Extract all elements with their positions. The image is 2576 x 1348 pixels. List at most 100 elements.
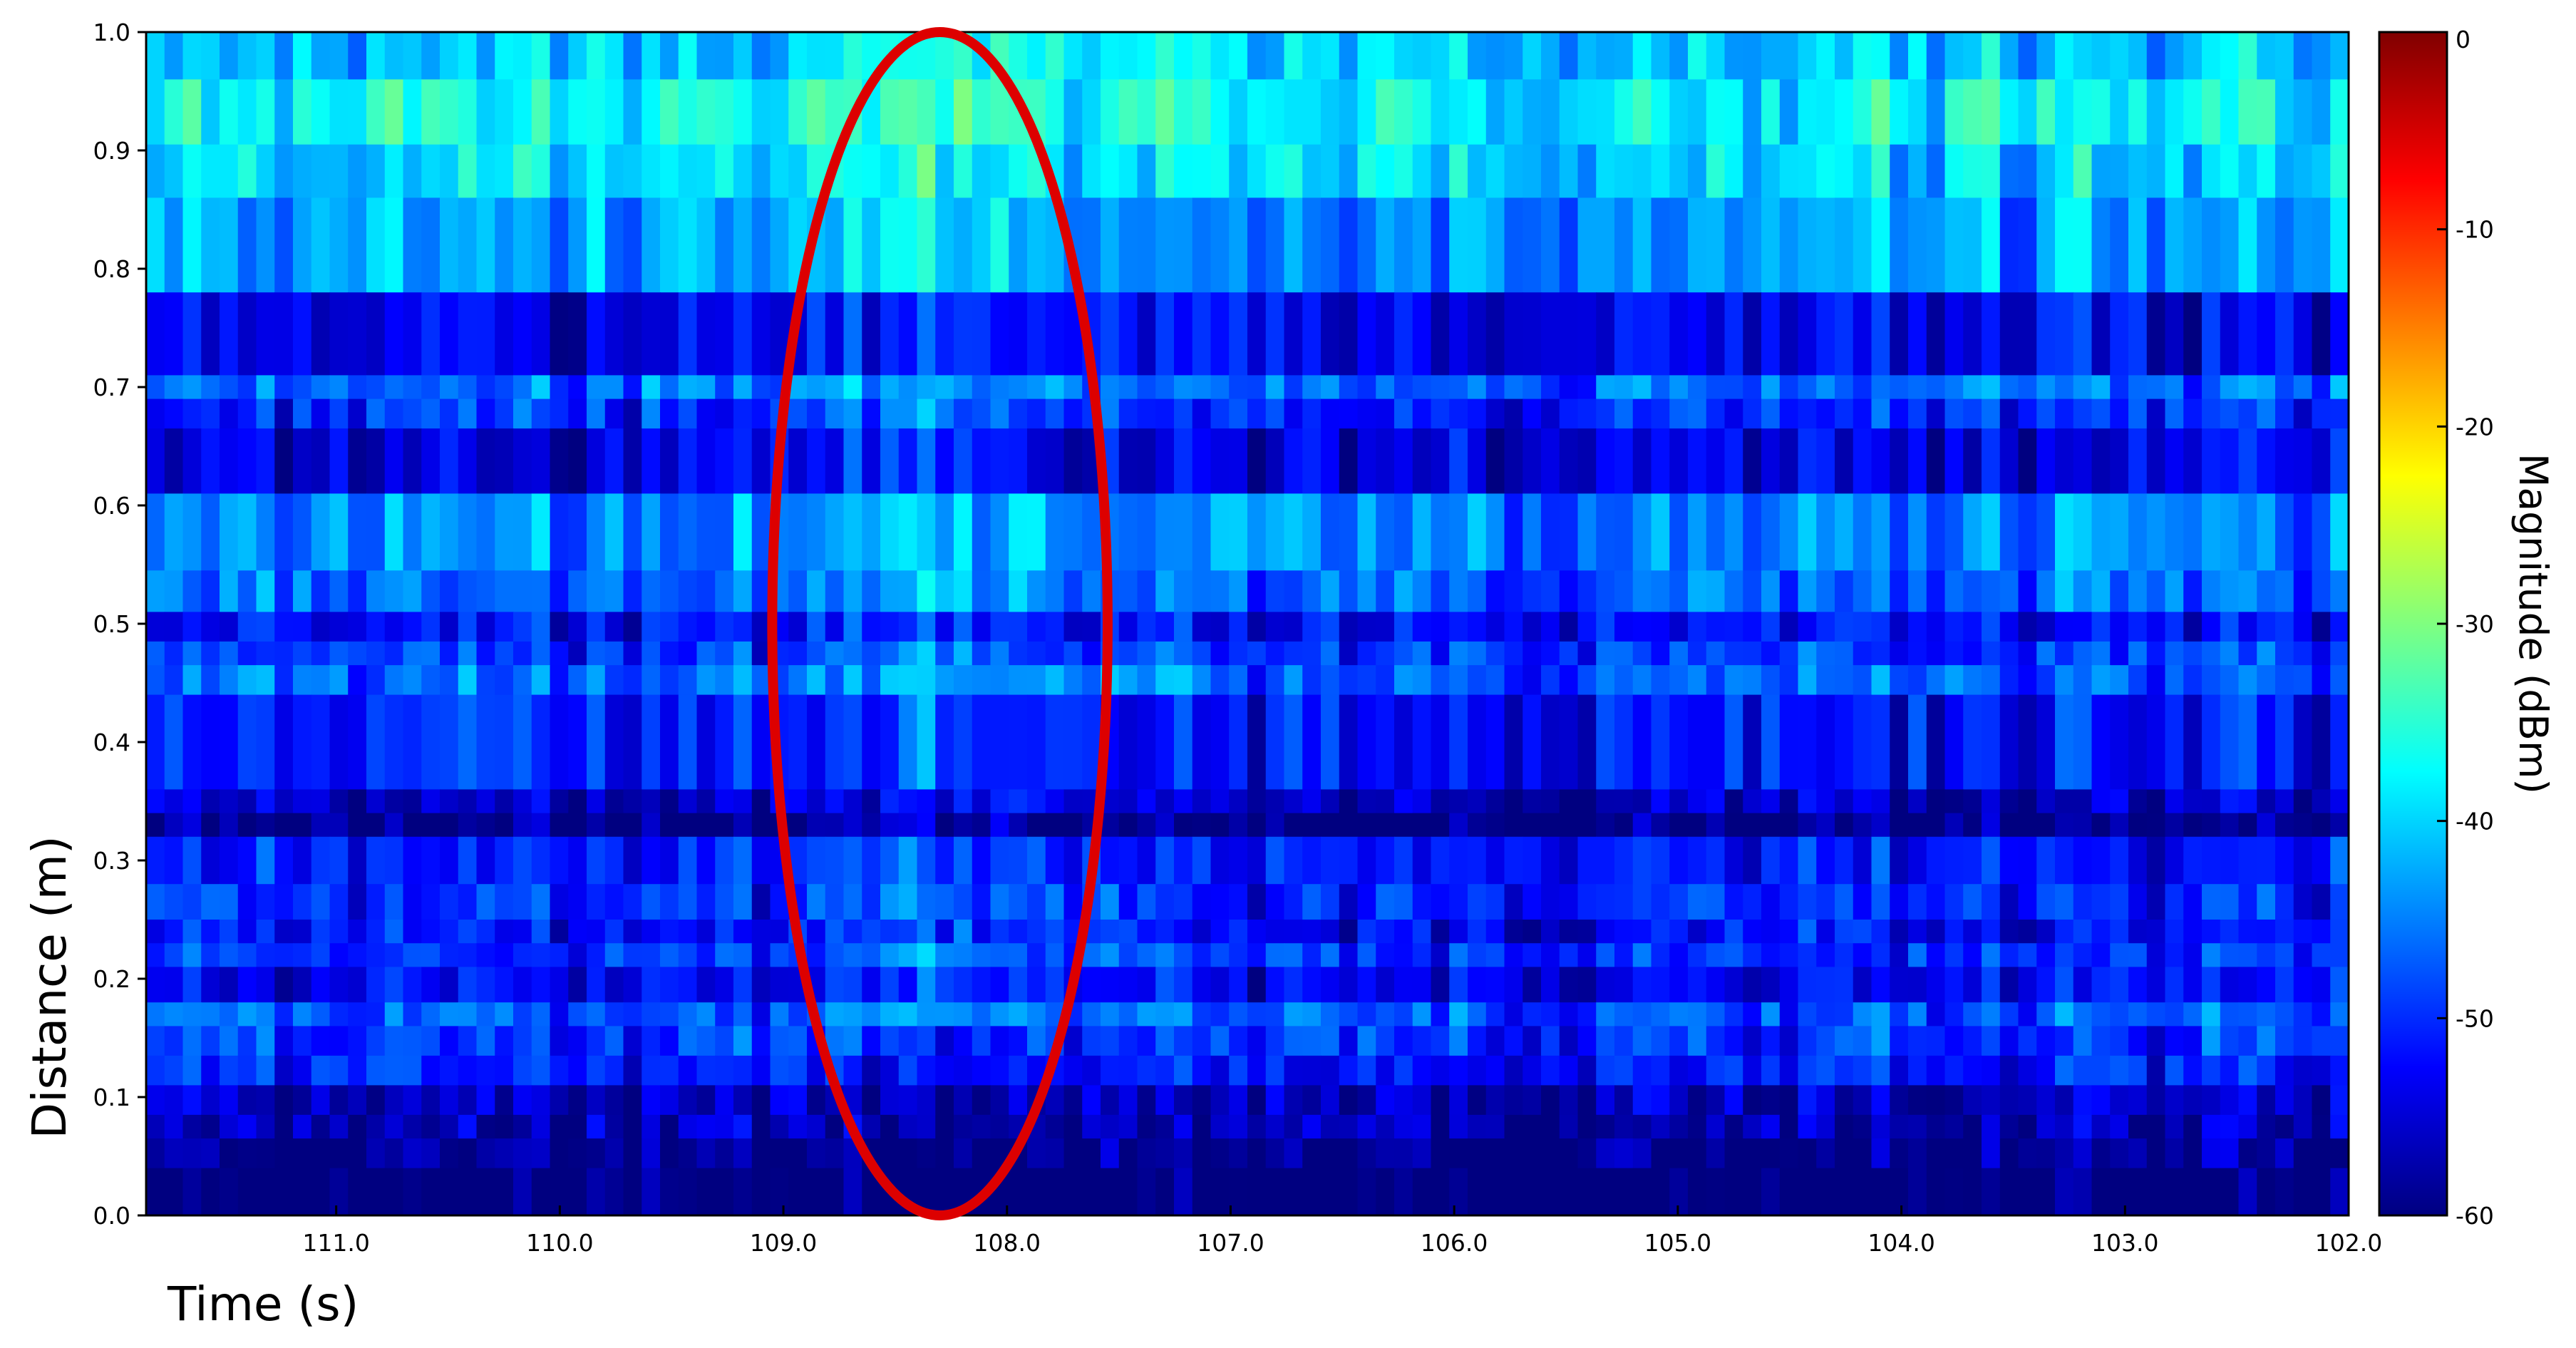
heatmap-cell (2036, 79, 2056, 145)
heatmap-cell (623, 1085, 643, 1116)
heatmap-cell (1284, 836, 1304, 885)
heatmap-cell (421, 398, 441, 429)
heatmap-cell (1137, 1114, 1157, 1139)
heatmap-cell (1632, 570, 1652, 613)
heatmap-cell (220, 1138, 239, 1169)
heatmap-cell (1926, 375, 1946, 400)
heatmap-cell (2202, 884, 2221, 920)
heatmap-cell (476, 375, 496, 400)
heatmap-cell (182, 398, 202, 429)
heatmap-cell (807, 1168, 826, 1215)
heatmap-cell (1982, 789, 2001, 814)
heatmap-cell (440, 836, 459, 885)
heatmap-cell (1835, 665, 1854, 696)
heatmap-cell (256, 789, 276, 814)
heatmap-cell (2183, 665, 2203, 696)
heatmap-cell (1577, 197, 1597, 293)
heatmap-cell (458, 1138, 478, 1169)
heatmap-cell (1688, 79, 1707, 145)
heatmap-cell (1688, 943, 1707, 968)
heatmap-cell (440, 375, 459, 400)
heatmap-cell (1577, 665, 1597, 696)
heatmap-cell (935, 836, 954, 885)
heatmap-cell (2312, 836, 2332, 885)
heatmap-cell (1118, 1026, 1138, 1056)
heatmap-cell (1596, 1026, 1615, 1056)
heatmap-cell (1743, 1138, 1762, 1169)
heatmap-cell (898, 920, 918, 944)
heatmap-cell (513, 612, 532, 642)
heatmap-cell (990, 292, 1010, 376)
heatmap-cell (1155, 694, 1175, 791)
heatmap-cell (1063, 1085, 1083, 1116)
heatmap-cell (917, 375, 937, 400)
heatmap-cell (1559, 665, 1579, 696)
heatmap-cell (2257, 943, 2276, 968)
heatmap-cell (1137, 32, 1157, 81)
heatmap-cell (1816, 694, 1835, 791)
heatmap-cell (1596, 665, 1615, 696)
heatmap-cell (1045, 375, 1065, 400)
heatmap-cell (733, 493, 753, 572)
heatmap-cell (1485, 1168, 1505, 1215)
heatmap-cell (1412, 375, 1432, 400)
heatmap-cell (2312, 612, 2332, 642)
heatmap-cell (1999, 836, 2019, 885)
heatmap-cell (1449, 1085, 1468, 1116)
heatmap-cell (1779, 641, 1799, 666)
heatmap-cell (237, 1085, 257, 1116)
heatmap-cell (1284, 612, 1304, 642)
heatmap-cell (2183, 967, 2203, 1003)
heatmap-cell (1449, 570, 1468, 613)
heatmap-cell (348, 292, 367, 376)
heatmap-cell (1468, 694, 1487, 791)
heatmap-cell (220, 943, 239, 968)
heatmap-cell (1779, 789, 1799, 814)
heatmap-cell (2330, 1114, 2349, 1139)
heatmap-cell (1743, 398, 1762, 429)
heatmap-cell (1431, 1055, 1451, 1086)
heatmap-cell (1284, 79, 1304, 145)
heatmap-cell (458, 641, 478, 666)
heatmap-cell (1706, 1138, 1726, 1169)
heatmap-cell (164, 920, 184, 944)
heatmap-cell (1468, 1055, 1487, 1086)
heatmap-cell (164, 79, 184, 145)
heatmap-cell (1706, 197, 1726, 293)
heatmap-cell (1944, 1085, 1964, 1116)
heatmap-cell (1321, 292, 1340, 376)
heatmap-cell (2165, 570, 2185, 613)
heatmap-cell (1890, 570, 1909, 613)
heatmap-cell (1669, 694, 1689, 791)
heatmap-cell (2238, 32, 2258, 81)
heatmap-cell (972, 612, 991, 642)
heatmap-cell (1963, 398, 1982, 429)
heatmap-cell (293, 694, 312, 791)
heatmap-cell (715, 694, 734, 791)
heatmap-cell (1394, 884, 1413, 920)
heatmap-cell (513, 1055, 532, 1086)
heatmap-cell (898, 813, 918, 838)
heatmap-cell (1155, 1168, 1175, 1215)
heatmap-cell (1908, 920, 1927, 944)
heatmap-cell (880, 79, 900, 145)
heatmap-cell (642, 1026, 661, 1056)
heatmap-cell (1890, 641, 1909, 666)
heatmap-cell (2330, 1026, 2349, 1056)
heatmap-cell (1027, 789, 1046, 814)
heatmap-cell (220, 79, 239, 145)
heatmap-cell (1688, 292, 1707, 376)
heatmap-cell (256, 612, 276, 642)
heatmap-cell (1063, 144, 1083, 199)
heatmap-cell (807, 884, 826, 920)
heatmap-cell (1982, 1114, 2001, 1139)
heatmap-cell (1045, 398, 1065, 429)
heatmap-cell (1137, 694, 1157, 791)
heatmap-cell (1999, 612, 2019, 642)
heatmap-cell (2202, 32, 2221, 81)
heatmap-cell (1485, 884, 1505, 920)
heatmap-cell (384, 920, 404, 944)
heatmap-cell (1651, 1168, 1671, 1215)
heatmap-cell (329, 920, 349, 944)
heatmap-cell (1816, 1168, 1835, 1215)
